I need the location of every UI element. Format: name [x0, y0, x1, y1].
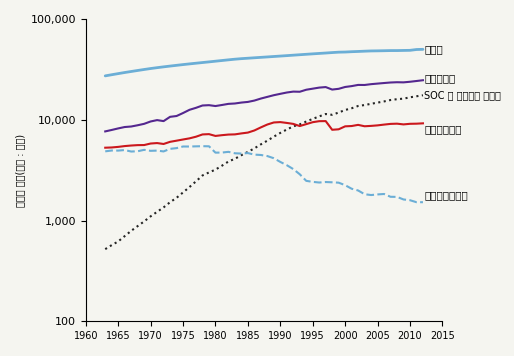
Text: 농딘어입취업자: 농딘어입취업자	[424, 190, 468, 200]
Text: 총취업자수: 총취업자수	[424, 73, 455, 83]
Y-axis label: 취업자 추이(단위 : 천명): 취업자 추이(단위 : 천명)	[15, 134, 25, 207]
Text: 제조업취업자: 제조업취업자	[424, 125, 462, 135]
Text: 총인구: 총인구	[424, 44, 443, 54]
Text: SOC 및 서비스업 취업자: SOC 및 서비스업 취업자	[424, 90, 501, 100]
